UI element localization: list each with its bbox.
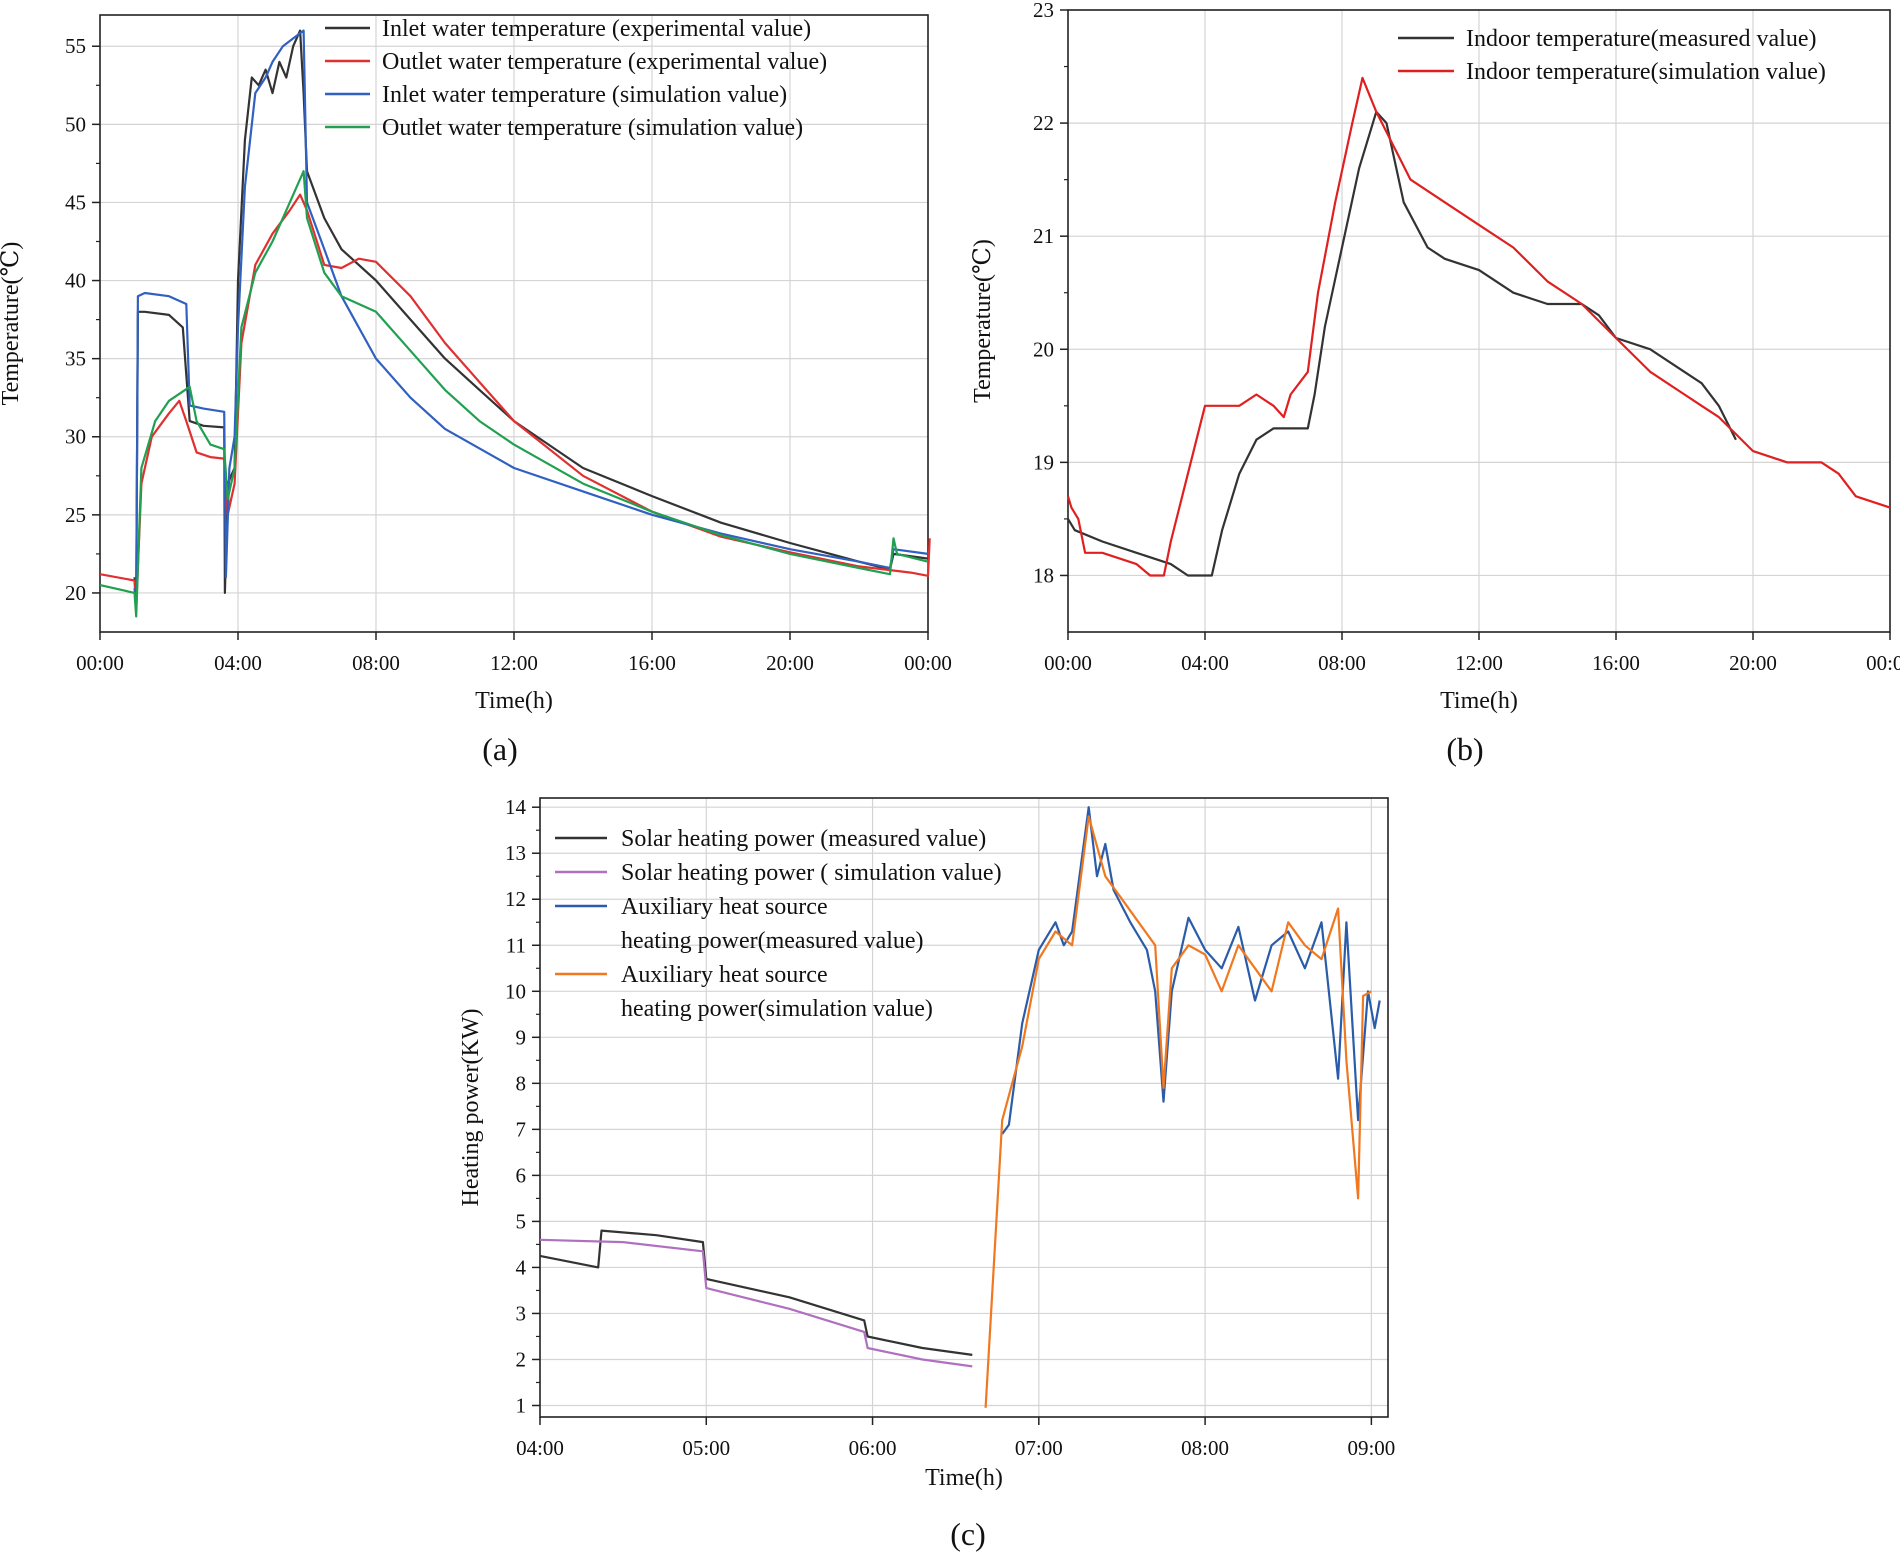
legend-label: Inlet water temperature (simulation valu… <box>382 82 787 108</box>
x-tick-label: 05:00 <box>682 1436 730 1460</box>
y-tick-label: 25 <box>65 503 86 527</box>
y-tick-label: 10 <box>505 979 526 1003</box>
legend-label: Outlet water temperature (simulation val… <box>382 115 803 141</box>
y-tick-label: 22 <box>1033 111 1054 135</box>
y-tick-label: 35 <box>65 347 86 371</box>
series-line-2 <box>1066 76 1891 577</box>
y-tick-label: 30 <box>65 425 86 449</box>
legend-label: Solar heating power ( simulation value) <box>621 860 1002 886</box>
x-tick-label: 00:00 <box>76 651 124 675</box>
x-tick-label: 00:00 <box>1044 651 1092 675</box>
caption-a: (a) <box>482 731 518 767</box>
x-tick-label: 08:00 <box>1181 1436 1229 1460</box>
x-tick-label: 16:00 <box>628 651 676 675</box>
y-axis-label: Temperature(℃) <box>0 242 24 406</box>
legend: Solar heating power (measured value) Sola… <box>555 826 1002 1022</box>
y-axis-label: Heating power(KW) <box>458 1009 484 1207</box>
y-tick-label: 20 <box>65 581 86 605</box>
legend: Indoor temperature(measured value) Indoor… <box>1398 26 1826 85</box>
y-tick-label: 3 <box>516 1301 527 1325</box>
y-tick-label: 7 <box>516 1117 527 1141</box>
legend-label: Solar heating power (measured value) <box>621 826 986 852</box>
legend-label: heating power(measured value) <box>621 928 924 954</box>
x-tick-label: 06:00 <box>849 1436 897 1460</box>
x-axis-label: Time(h) <box>1440 688 1518 714</box>
x-tick-label: 04:00 <box>214 651 262 675</box>
legend-label: Indoor temperature(measured value) <box>1466 26 1817 52</box>
series-line-3 <box>133 29 929 610</box>
series-line-1 <box>539 1229 973 1356</box>
x-tick-label: 00:00 <box>904 651 952 675</box>
y-tick-label: 55 <box>65 34 86 58</box>
chart-c: 04:00 05:00 06:00 07:00 08:00 09:001234567891… <box>458 795 1395 1552</box>
y-tick-label: 18 <box>1033 563 1054 587</box>
x-tick-label: 00:00 <box>1866 651 1900 675</box>
y-tick-label: 5 <box>516 1209 527 1233</box>
y-tick-label: 11 <box>506 933 526 957</box>
y-tick-label: 9 <box>516 1025 527 1049</box>
plot-frame <box>539 797 1389 1418</box>
series-line-4 <box>99 170 929 618</box>
x-tick-label: 09:00 <box>1347 1436 1395 1460</box>
y-tick-label: 23 <box>1033 0 1054 22</box>
series-line-4 <box>984 815 1372 1408</box>
y-tick-label: 12 <box>505 887 526 911</box>
x-tick-label: 07:00 <box>1015 1436 1063 1460</box>
x-tick-label: 12:00 <box>490 651 538 675</box>
y-tick-label: 13 <box>505 841 526 865</box>
series-line-3 <box>1001 806 1381 1135</box>
legend-label: Auxiliary heat source <box>621 962 828 988</box>
y-axis-label: Temperature(℃) <box>970 239 996 403</box>
legend-label: Outlet water temperature (experimental v… <box>382 49 827 75</box>
caption-b: (b) <box>1446 731 1483 767</box>
y-tick-label: 6 <box>516 1163 527 1187</box>
y-tick-label: 40 <box>65 269 86 293</box>
x-tick-label: 16:00 <box>1592 651 1640 675</box>
legend-label: Auxiliary heat source <box>621 894 828 920</box>
x-axis-label: Time(h) <box>475 688 553 714</box>
legend-label: Indoor temperature(simulation value) <box>1466 59 1826 85</box>
caption-c: (c) <box>950 1516 986 1552</box>
x-tick-label: 20:00 <box>766 651 814 675</box>
y-tick-label: 14 <box>505 795 527 819</box>
series-line-2 <box>539 1238 973 1368</box>
y-tick-label: 1 <box>516 1393 527 1417</box>
y-tick-label: 50 <box>65 112 86 136</box>
y-tick-label: 45 <box>65 190 86 214</box>
legend-label: heating power(simulation value) <box>621 996 933 1022</box>
legend: Inlet water temperature (experimental va… <box>325 16 827 141</box>
x-tick-label: 08:00 <box>352 651 400 675</box>
y-tick-label: 19 <box>1033 450 1054 474</box>
x-tick-label: 04:00 <box>516 1436 564 1460</box>
x-tick-label: 12:00 <box>1455 651 1503 675</box>
chart-b: 00:00 04:00 08:00 12:00 16:00 20:00 00:00 18 19 2… <box>970 0 1900 767</box>
x-tick-label: 08:00 <box>1318 651 1366 675</box>
legend-label: Inlet water temperature (experimental va… <box>382 16 811 42</box>
x-tick-label: 20:00 <box>1729 651 1777 675</box>
series-line-1 <box>1067 110 1737 577</box>
y-tick-label: 8 <box>516 1071 527 1095</box>
x-axis-label: Time(h) <box>925 1465 1003 1491</box>
y-tick-label: 4 <box>516 1255 527 1279</box>
y-tick-label: 21 <box>1033 224 1054 248</box>
series-line-1 <box>133 29 929 594</box>
y-tick-label: 20 <box>1033 337 1054 361</box>
y-tick-label: 2 <box>516 1347 527 1371</box>
chart-a: 00:00 04:00 08:00 12:00 16:00 20:00 00:00 20 25 3… <box>0 14 952 767</box>
x-tick-label: 04:00 <box>1181 651 1229 675</box>
